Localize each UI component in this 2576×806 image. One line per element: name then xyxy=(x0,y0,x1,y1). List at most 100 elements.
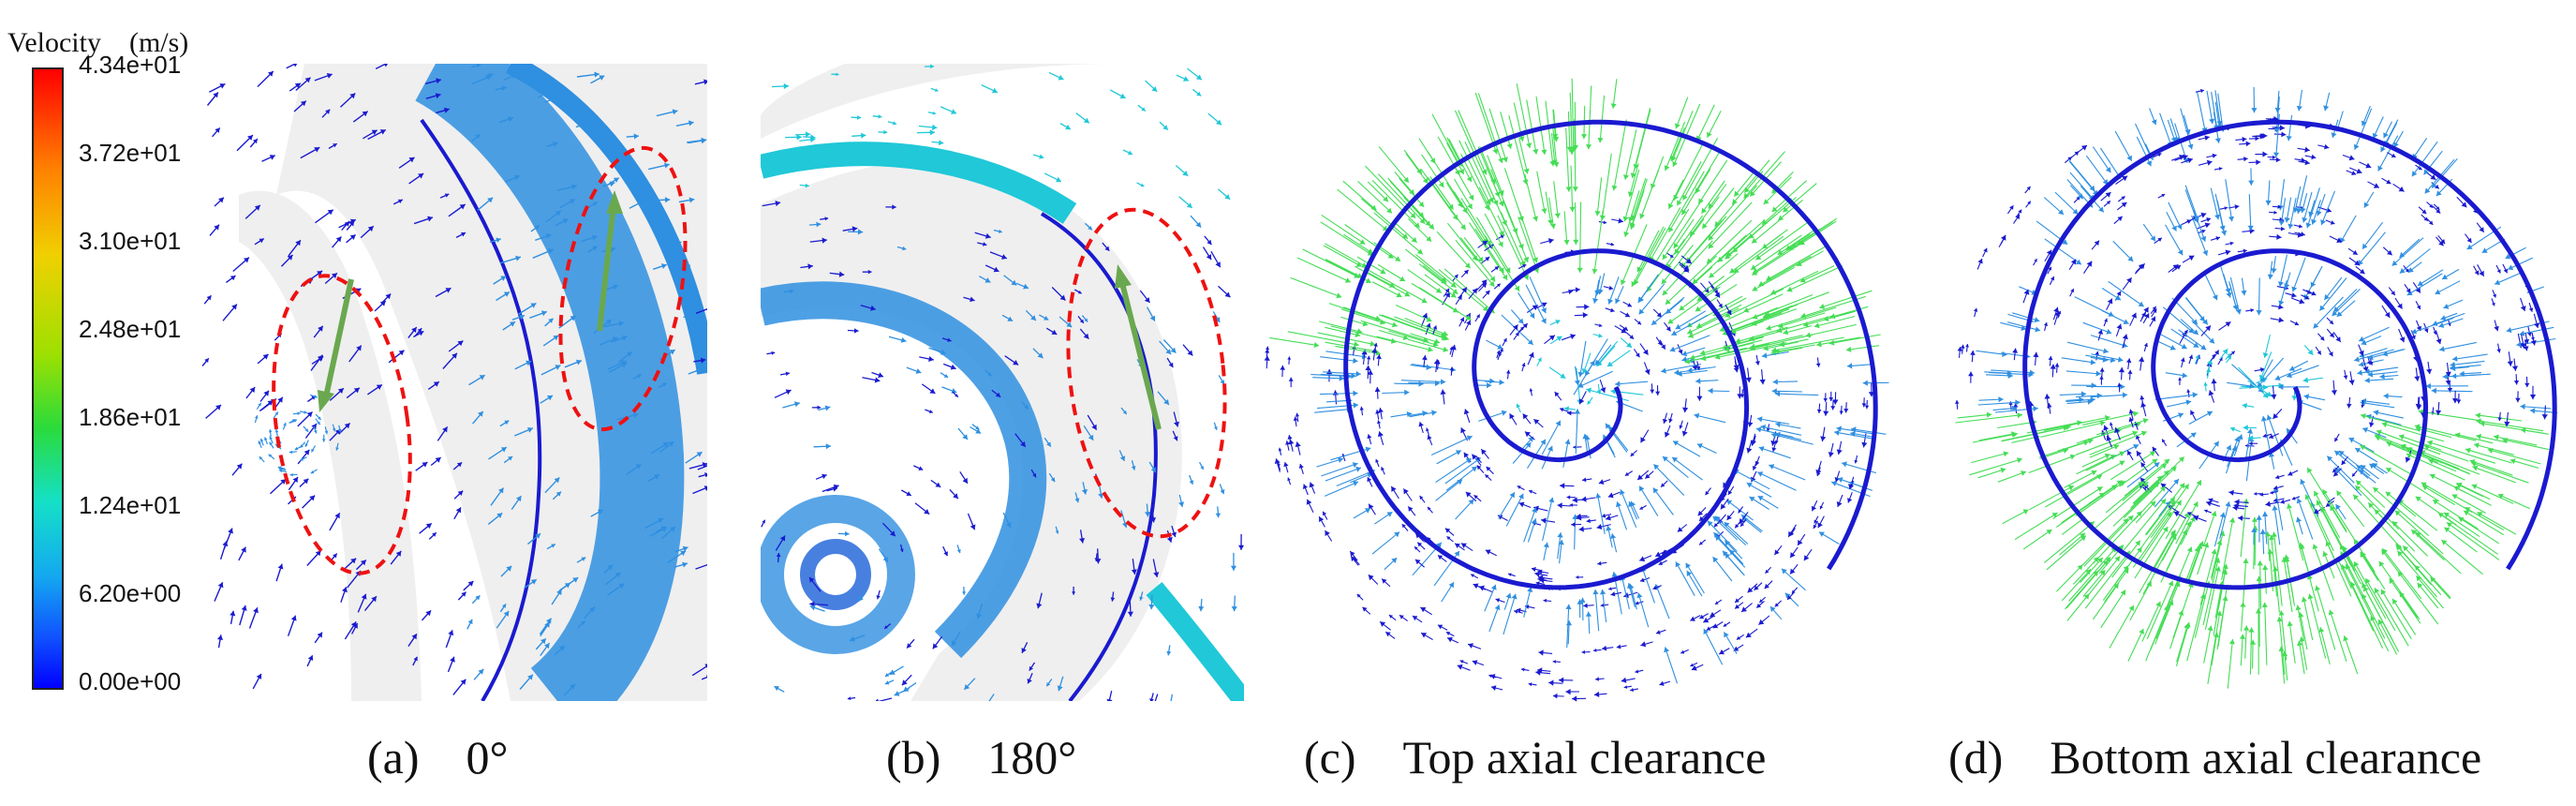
velocity-vector-head xyxy=(1606,525,1612,531)
velocity-vector xyxy=(2303,265,2323,301)
velocity-vector-head xyxy=(2259,367,2265,373)
velocity-vector xyxy=(1733,235,1784,274)
velocity-vector-head xyxy=(2094,240,2099,246)
velocity-vector-head xyxy=(2139,628,2144,634)
velocity-vector-head xyxy=(2053,306,2059,313)
velocity-vector-head xyxy=(1570,334,1576,340)
velocity-vector-head xyxy=(2475,412,2481,419)
velocity-vector-head xyxy=(1471,466,1477,472)
velocity-vector-head xyxy=(2435,410,2442,415)
velocity-vector-head xyxy=(2138,301,2144,307)
velocity-vector-head xyxy=(618,321,624,327)
velocity-vector-head xyxy=(1819,505,1824,510)
velocity-vector-head xyxy=(2529,395,2537,400)
velocity-vector-head xyxy=(1432,325,1438,330)
velocity-vector-head xyxy=(2370,616,2376,621)
velocity-vector xyxy=(2345,563,2373,618)
velocity-vector-head xyxy=(1195,221,1202,228)
velocity-vector-head xyxy=(2188,327,2194,334)
velocity-vector-head xyxy=(654,474,660,480)
velocity-vector-head xyxy=(2294,321,2299,326)
velocity-vector-head xyxy=(1547,219,1554,225)
velocity-vector-head xyxy=(1729,549,1736,556)
velocity-vector xyxy=(1421,154,1444,188)
velocity-vector xyxy=(1786,265,1843,292)
velocity-vector-head xyxy=(2389,578,2395,584)
velocity-vector xyxy=(2430,576,2451,600)
velocity-vector xyxy=(2437,512,2498,555)
velocity-vector xyxy=(2292,257,2306,292)
velocity-vector-head xyxy=(2240,602,2246,607)
velocity-vector xyxy=(1427,176,1467,231)
velocity-vector-head xyxy=(1534,571,1540,577)
velocity-vector-head xyxy=(360,560,366,566)
velocity-vector xyxy=(2211,530,2225,581)
velocity-vector-head xyxy=(1596,390,1602,395)
velocity-vector-head xyxy=(2441,540,2448,545)
velocity-vector-head xyxy=(2365,162,2372,169)
velocity-vector-head xyxy=(215,127,220,133)
velocity-vector-head xyxy=(952,640,957,647)
velocity-vector-head xyxy=(2445,380,2451,385)
velocity-vector-head xyxy=(2023,289,2030,295)
velocity-vector-head xyxy=(2275,157,2281,163)
velocity-vector-head xyxy=(1674,248,1680,255)
velocity-vector-head xyxy=(2307,468,2313,473)
velocity-vector-head xyxy=(1673,440,1679,446)
velocity-vector-head xyxy=(1585,144,1592,150)
velocity-vector-head xyxy=(817,405,822,410)
velocity-vector-head xyxy=(433,381,439,387)
colorbar-tick: 1.86e+01 xyxy=(79,403,182,431)
velocity-vector-head xyxy=(1699,350,1706,356)
velocity-vector-head xyxy=(1182,171,1189,176)
velocity-vector-head xyxy=(1610,242,1615,246)
velocity-vector-head xyxy=(1028,179,1033,184)
velocity-vector-head xyxy=(704,472,707,478)
velocity-vector-head xyxy=(2173,511,2180,517)
velocity-vector-head xyxy=(2127,369,2133,374)
velocity-vector xyxy=(1977,401,2021,406)
velocity-vector xyxy=(2319,627,2331,665)
velocity-vector-head xyxy=(2255,608,2262,614)
velocity-vector-head xyxy=(2479,270,2484,276)
velocity-vector-head xyxy=(1630,172,1636,179)
velocity-vector-head xyxy=(544,643,550,649)
velocity-vector xyxy=(1978,432,2017,441)
velocity-vector xyxy=(1686,570,1703,597)
velocity-vector-head xyxy=(2216,610,2223,617)
velocity-vector xyxy=(2081,454,2110,468)
velocity-vector-head xyxy=(2416,405,2422,410)
velocity-vector-head xyxy=(1449,366,1454,371)
velocity-vector-head xyxy=(2479,227,2484,232)
velocity-vector-head xyxy=(1572,695,1577,702)
velocity-vector-head xyxy=(1668,202,1674,209)
velocity-vector-head xyxy=(335,236,342,243)
velocity-vector-head xyxy=(599,75,605,81)
velocity-vector-head xyxy=(1585,611,1591,617)
velocity-vector xyxy=(2045,474,2103,508)
velocity-vector-head xyxy=(2297,231,2303,238)
velocity-vector-head xyxy=(950,364,956,370)
velocity-vector-head xyxy=(1655,391,1661,396)
velocity-vector xyxy=(2333,289,2358,313)
velocity-vector-head xyxy=(1638,308,1645,315)
velocity-vector xyxy=(1665,255,1717,306)
velocity-vector-head xyxy=(1701,207,1707,214)
velocity-vector-head xyxy=(976,613,983,619)
velocity-vector-head xyxy=(1368,575,1374,581)
velocity-vector xyxy=(2274,566,2280,613)
velocity-vector-head xyxy=(1365,508,1370,514)
velocity-vector-head xyxy=(2273,485,2278,490)
velocity-vector-head xyxy=(1695,306,1701,312)
velocity-vector-head xyxy=(2048,355,2053,361)
velocity-vector-head xyxy=(1805,332,1812,338)
velocity-vector xyxy=(1454,110,1477,157)
velocity-vector-head xyxy=(1482,240,1488,246)
velocity-vector xyxy=(1680,152,1720,216)
velocity-vector-head xyxy=(2179,483,2185,489)
velocity-vector xyxy=(2126,461,2160,488)
velocity-vector-head xyxy=(612,336,618,342)
velocity-vector-head xyxy=(2001,236,2006,241)
velocity-vector-head xyxy=(2331,132,2337,138)
velocity-vector xyxy=(1717,218,1766,263)
